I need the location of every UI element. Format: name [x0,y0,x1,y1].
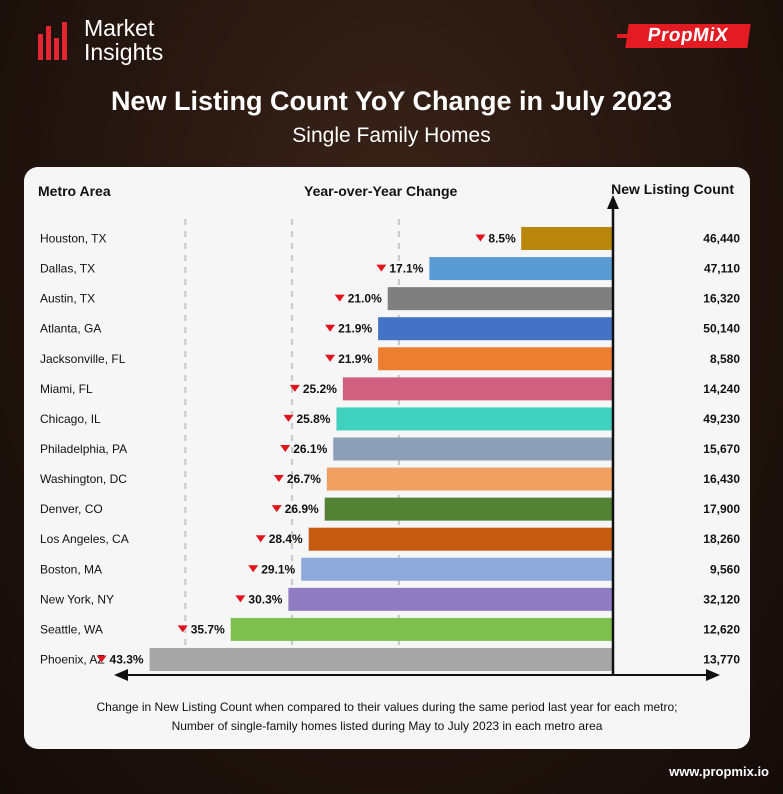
bar-value-label: 8.5% [488,232,516,246]
brand-logo: Market Insights [38,16,163,64]
yoy-column-header: Year-over-Year Change [304,183,458,199]
count-column-header: New Listing Count [611,181,734,197]
website-url[interactable]: www.propmix.io [669,764,769,779]
metro-label: Dallas, TX [40,262,95,276]
bar-value-label: 43.3% [110,652,144,666]
listing-count: 15,670 [703,442,740,456]
down-arrow-icon [273,475,284,483]
metro-label: New York, NY [40,592,114,606]
down-arrow-icon [475,234,486,242]
listing-count: 13,770 [703,652,740,666]
metro-label: Seattle, WA [40,622,103,636]
metro-label: Phoenix, AZ [40,652,105,666]
chart-panel: Metro Area Year-over-Year Change New Lis… [24,167,750,749]
metro-label: Denver, CO [40,502,103,516]
down-arrow-icon [235,595,246,603]
bar-value-label: 29.1% [261,562,295,576]
down-arrow-icon [325,324,336,332]
listing-count: 14,240 [703,382,740,396]
down-arrow-icon [283,414,294,422]
bar [333,437,612,461]
brand-line2: Insights [84,39,164,65]
partner-logo: PropMiX [625,24,751,48]
bar [149,647,612,671]
bar-value-label: 25.8% [296,412,330,426]
listing-count: 17,900 [703,502,740,516]
listing-count: 50,140 [703,322,740,336]
listing-count: 16,320 [703,292,740,306]
listing-count: 8,580 [710,352,740,366]
metro-label: Miami, FL [40,382,93,396]
page-subtitle: Single Family Homes [292,124,491,147]
metro-label: Houston, TX [40,232,106,246]
footnote-line2: Number of single-family homes listed dur… [171,719,603,733]
down-arrow-icon [334,294,345,302]
bar [378,347,612,371]
axis-arrow-right-icon [706,669,720,681]
bar-value-label: 35.7% [191,622,225,636]
metro-label: Atlanta, GA [40,322,101,336]
down-arrow-icon [325,354,336,362]
metro-label: Chicago, IL [40,412,101,426]
bar [521,227,612,250]
partner-logo-accent [617,34,631,38]
listing-count: 9,560 [710,562,740,576]
chart-footnote: Change in New Listing Count when compare… [24,698,750,736]
page-title: New Listing Count YoY Change in July 202… [110,86,673,116]
axis-arrow-left-icon [114,669,128,681]
listing-count: 46,440 [703,232,740,246]
bar [387,287,612,311]
metro-column-header: Metro Area [38,183,111,199]
bar-chart-icon [38,20,76,60]
bar [429,257,612,281]
listing-count: 49,230 [703,412,740,426]
bar [230,617,612,641]
listing-count: 16,430 [703,472,740,486]
down-arrow-icon [376,264,387,272]
bar-value-label: 21.9% [338,352,372,366]
listing-count: 12,620 [703,622,740,636]
bar [324,497,612,521]
metro-label: Boston, MA [40,562,102,576]
down-arrow-icon [280,444,291,452]
down-arrow-icon [271,505,282,513]
down-arrow-icon [248,565,259,573]
bar-value-label: 30.3% [248,592,282,606]
down-arrow-icon [289,384,300,392]
metro-label: Philadelphia, PA [40,442,127,456]
bar-value-label: 26.9% [285,502,319,516]
yoy-bar-chart: Houston, TX 8.5% 46,440 Dallas, TX 17.1% 47,1… [40,195,740,681]
bar-value-label: 21.0% [348,292,382,306]
bar-value-label: 26.7% [287,472,321,486]
bar-value-label: 21.9% [338,322,372,336]
bar-value-label: 28.4% [269,532,303,546]
bar [308,527,612,551]
bar [378,317,612,341]
bar [301,557,612,581]
metro-label: Jacksonville, FL [40,352,126,366]
down-arrow-icon [177,625,188,633]
down-arrow-icon [96,655,107,663]
bar-value-label: 26.1% [293,442,327,456]
bar [288,587,612,611]
bar [342,377,612,401]
listing-count: 47,110 [704,262,740,276]
metro-label: Los Angeles, CA [40,532,129,546]
bar [336,407,612,431]
footnote-line1: Change in New Listing Count when compare… [96,700,678,714]
metro-label: Washington, DC [40,472,127,486]
axis-arrow-up-icon [607,195,619,209]
brand-line1: Market [84,15,155,41]
listing-count: 32,120 [703,592,740,606]
bar [326,467,612,491]
bar-value-label: 17.1% [389,262,423,276]
bar-value-label: 25.2% [303,382,337,396]
down-arrow-icon [255,535,266,543]
metro-label: Austin, TX [40,292,95,306]
listing-count: 18,260 [703,532,740,546]
